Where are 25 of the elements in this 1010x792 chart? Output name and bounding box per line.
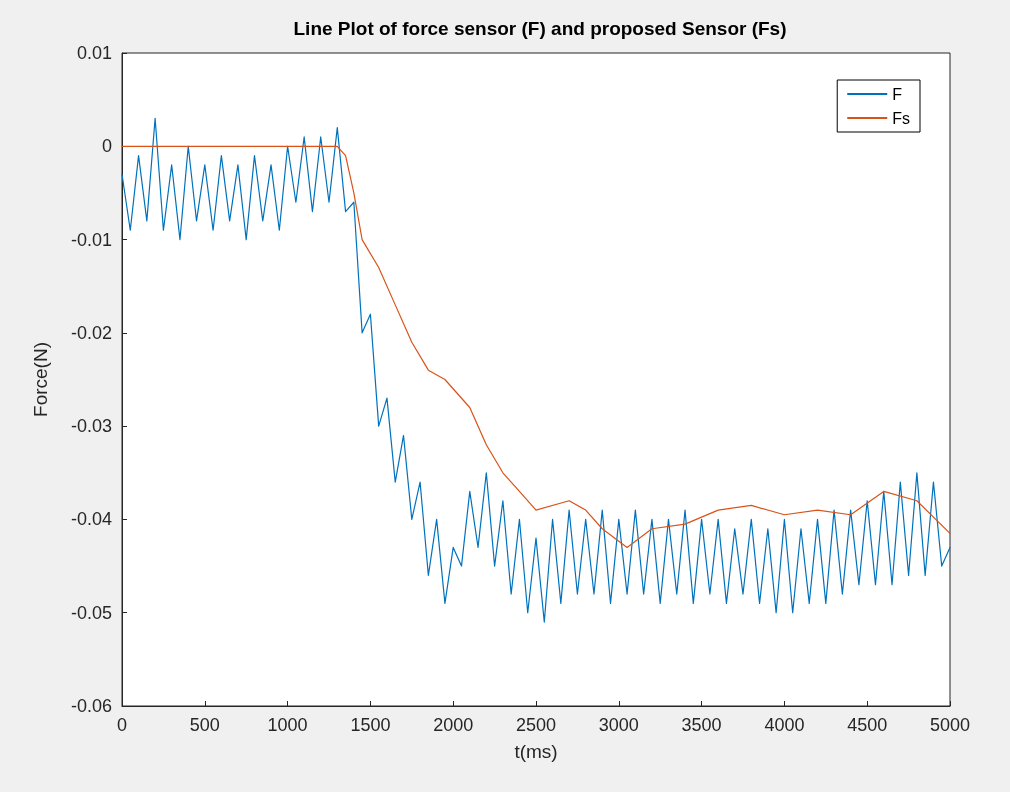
legend-label: F — [892, 85, 903, 103]
x-tick-label: 2000 — [433, 715, 474, 735]
x-tick-label: 3500 — [681, 715, 722, 735]
x-tick-label: 4500 — [847, 715, 888, 735]
y-tick-label: -0.01 — [70, 229, 112, 250]
y-tick-label: -0.06 — [70, 696, 112, 716]
x-tick-label: 1000 — [267, 715, 308, 735]
chart-title: Line Plot of force sensor (F) and proposed Sensor (Fs) — [293, 18, 787, 39]
x-tick-label: 1500 — [350, 715, 391, 735]
x-tick-label: 5000 — [929, 715, 971, 735]
x-tick-label: 3000 — [598, 715, 639, 735]
y-tick-label: 0 — [101, 136, 112, 157]
y-axis-title: Force(N) — [30, 342, 51, 417]
y-tick-label: -0.02 — [70, 322, 112, 343]
y-tick-label: 0.01 — [76, 43, 112, 63]
x-tick-label: 500 — [189, 715, 220, 735]
y-tick-label: -0.03 — [70, 416, 112, 437]
x-tick-label: 2500 — [515, 715, 557, 735]
line-series — [121, 145, 951, 549]
x-tick-label: 4000 — [764, 715, 805, 735]
y-tick-label: -0.05 — [70, 602, 112, 623]
x-tick-label: 0 — [116, 715, 128, 735]
y-tick-label: -0.04 — [70, 509, 112, 530]
legend-label: Fs — [892, 109, 911, 127]
x-axis-title: t(ms) — [514, 741, 558, 762]
